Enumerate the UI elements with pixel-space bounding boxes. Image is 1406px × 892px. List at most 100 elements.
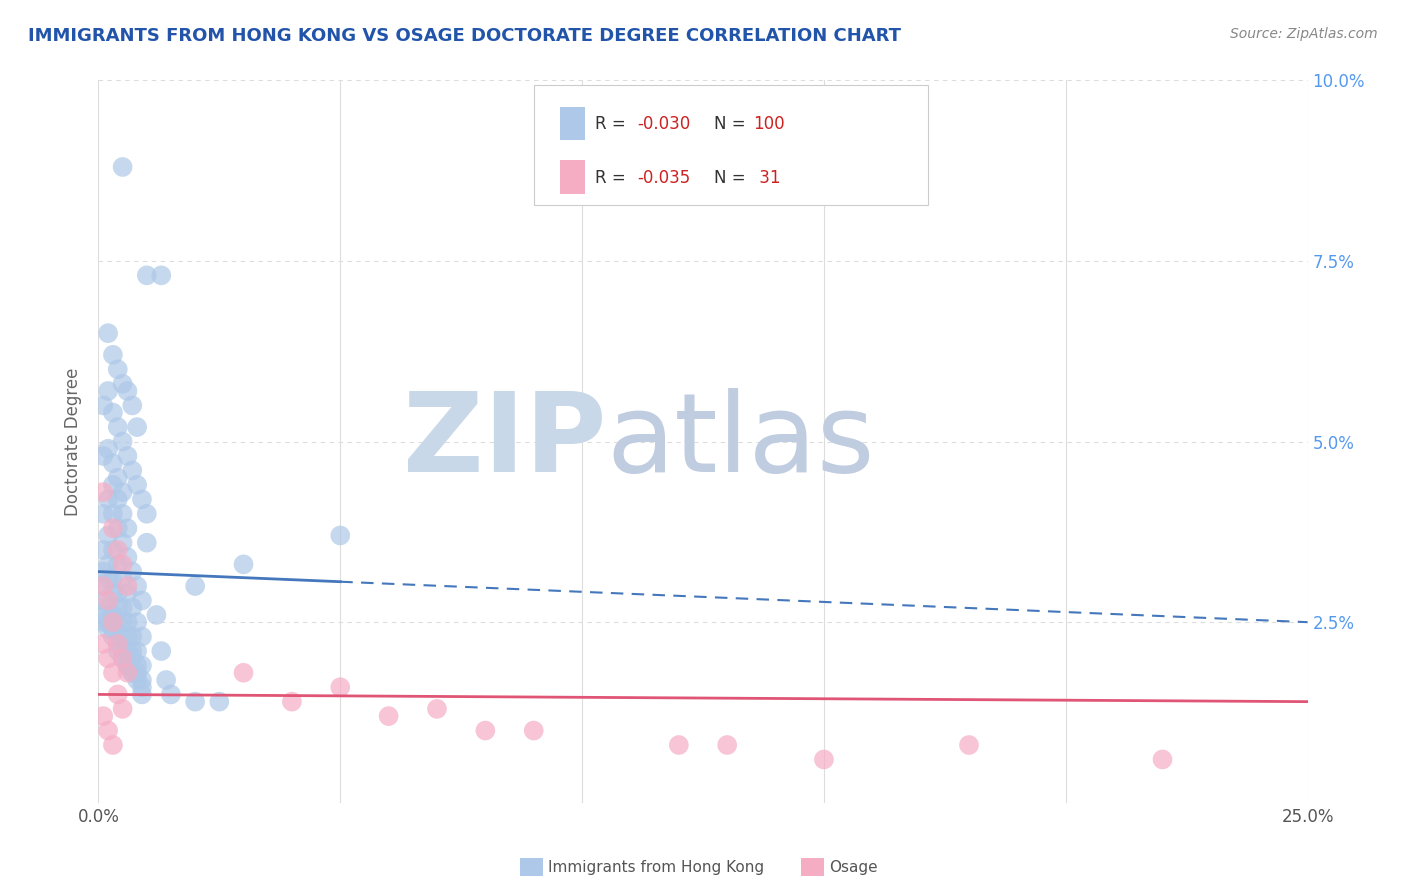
Point — [111, 558, 134, 572]
Point — [111, 600, 134, 615]
Point — [121, 630, 143, 644]
Point — [117, 658, 139, 673]
Point — [101, 572, 124, 586]
Point — [107, 637, 129, 651]
Point — [145, 607, 167, 622]
Point — [91, 542, 114, 557]
Text: 31: 31 — [754, 169, 780, 186]
Point — [101, 623, 124, 637]
Point — [111, 572, 134, 586]
Point — [97, 442, 120, 456]
Point — [91, 615, 114, 630]
Point — [160, 687, 183, 701]
Point — [121, 665, 143, 680]
Point — [232, 558, 254, 572]
Text: ZIP: ZIP — [404, 388, 606, 495]
Point — [111, 434, 134, 449]
Point — [111, 644, 134, 658]
Point — [127, 644, 149, 658]
Point — [97, 326, 120, 340]
Point — [117, 384, 139, 398]
Point — [107, 471, 129, 485]
Point — [117, 630, 139, 644]
Point — [150, 268, 173, 283]
Point — [107, 542, 129, 557]
Text: Source: ZipAtlas.com: Source: ZipAtlas.com — [1230, 27, 1378, 41]
Point — [813, 752, 835, 766]
Text: R =: R = — [595, 115, 631, 134]
Point — [131, 630, 153, 644]
Point — [111, 535, 134, 549]
Point — [101, 738, 124, 752]
Point — [117, 449, 139, 463]
Point — [135, 507, 157, 521]
Y-axis label: Doctorate Degree: Doctorate Degree — [65, 368, 83, 516]
Point — [97, 572, 120, 586]
Point — [107, 420, 129, 434]
Point — [117, 550, 139, 565]
Text: -0.030: -0.030 — [637, 115, 690, 134]
Point — [111, 702, 134, 716]
Point — [127, 673, 149, 687]
Point — [121, 600, 143, 615]
Point — [117, 615, 139, 630]
Point — [523, 723, 546, 738]
Point — [111, 160, 134, 174]
Point — [101, 478, 124, 492]
Point — [97, 600, 120, 615]
Point — [957, 738, 980, 752]
Point — [121, 665, 143, 680]
Point — [97, 384, 120, 398]
Point — [121, 644, 143, 658]
Point — [127, 665, 149, 680]
Point — [101, 406, 124, 420]
Point — [1152, 752, 1174, 766]
Point — [91, 507, 114, 521]
Point — [111, 376, 134, 391]
Point — [131, 658, 153, 673]
Point — [121, 463, 143, 477]
Point — [117, 579, 139, 593]
Point — [97, 492, 120, 507]
Point — [716, 738, 738, 752]
Point — [329, 680, 352, 694]
Point — [91, 579, 114, 593]
Point — [117, 644, 139, 658]
Point — [91, 593, 114, 607]
Point — [101, 456, 124, 470]
Point — [111, 485, 134, 500]
Point — [91, 607, 114, 622]
Point — [127, 478, 149, 492]
Text: R =: R = — [595, 169, 631, 186]
Point — [107, 521, 129, 535]
Point — [91, 579, 114, 593]
Point — [121, 565, 143, 579]
Point — [329, 528, 352, 542]
Point — [131, 680, 153, 694]
Point — [97, 615, 120, 630]
Point — [107, 600, 129, 615]
Point — [91, 449, 114, 463]
Point — [101, 521, 124, 535]
Point — [135, 535, 157, 549]
Point — [91, 485, 114, 500]
Point — [107, 558, 129, 572]
Point — [127, 615, 149, 630]
Point — [97, 651, 120, 665]
Point — [107, 644, 129, 658]
Point — [184, 579, 207, 593]
Point — [101, 607, 124, 622]
Point — [101, 630, 124, 644]
Point — [131, 673, 153, 687]
Point — [107, 362, 129, 376]
Point — [150, 644, 173, 658]
Point — [155, 673, 177, 687]
Point — [135, 268, 157, 283]
Point — [107, 492, 129, 507]
Point — [117, 521, 139, 535]
Point — [91, 398, 114, 412]
Point — [426, 702, 449, 716]
Point — [97, 558, 120, 572]
Point — [107, 586, 129, 600]
Point — [101, 507, 124, 521]
